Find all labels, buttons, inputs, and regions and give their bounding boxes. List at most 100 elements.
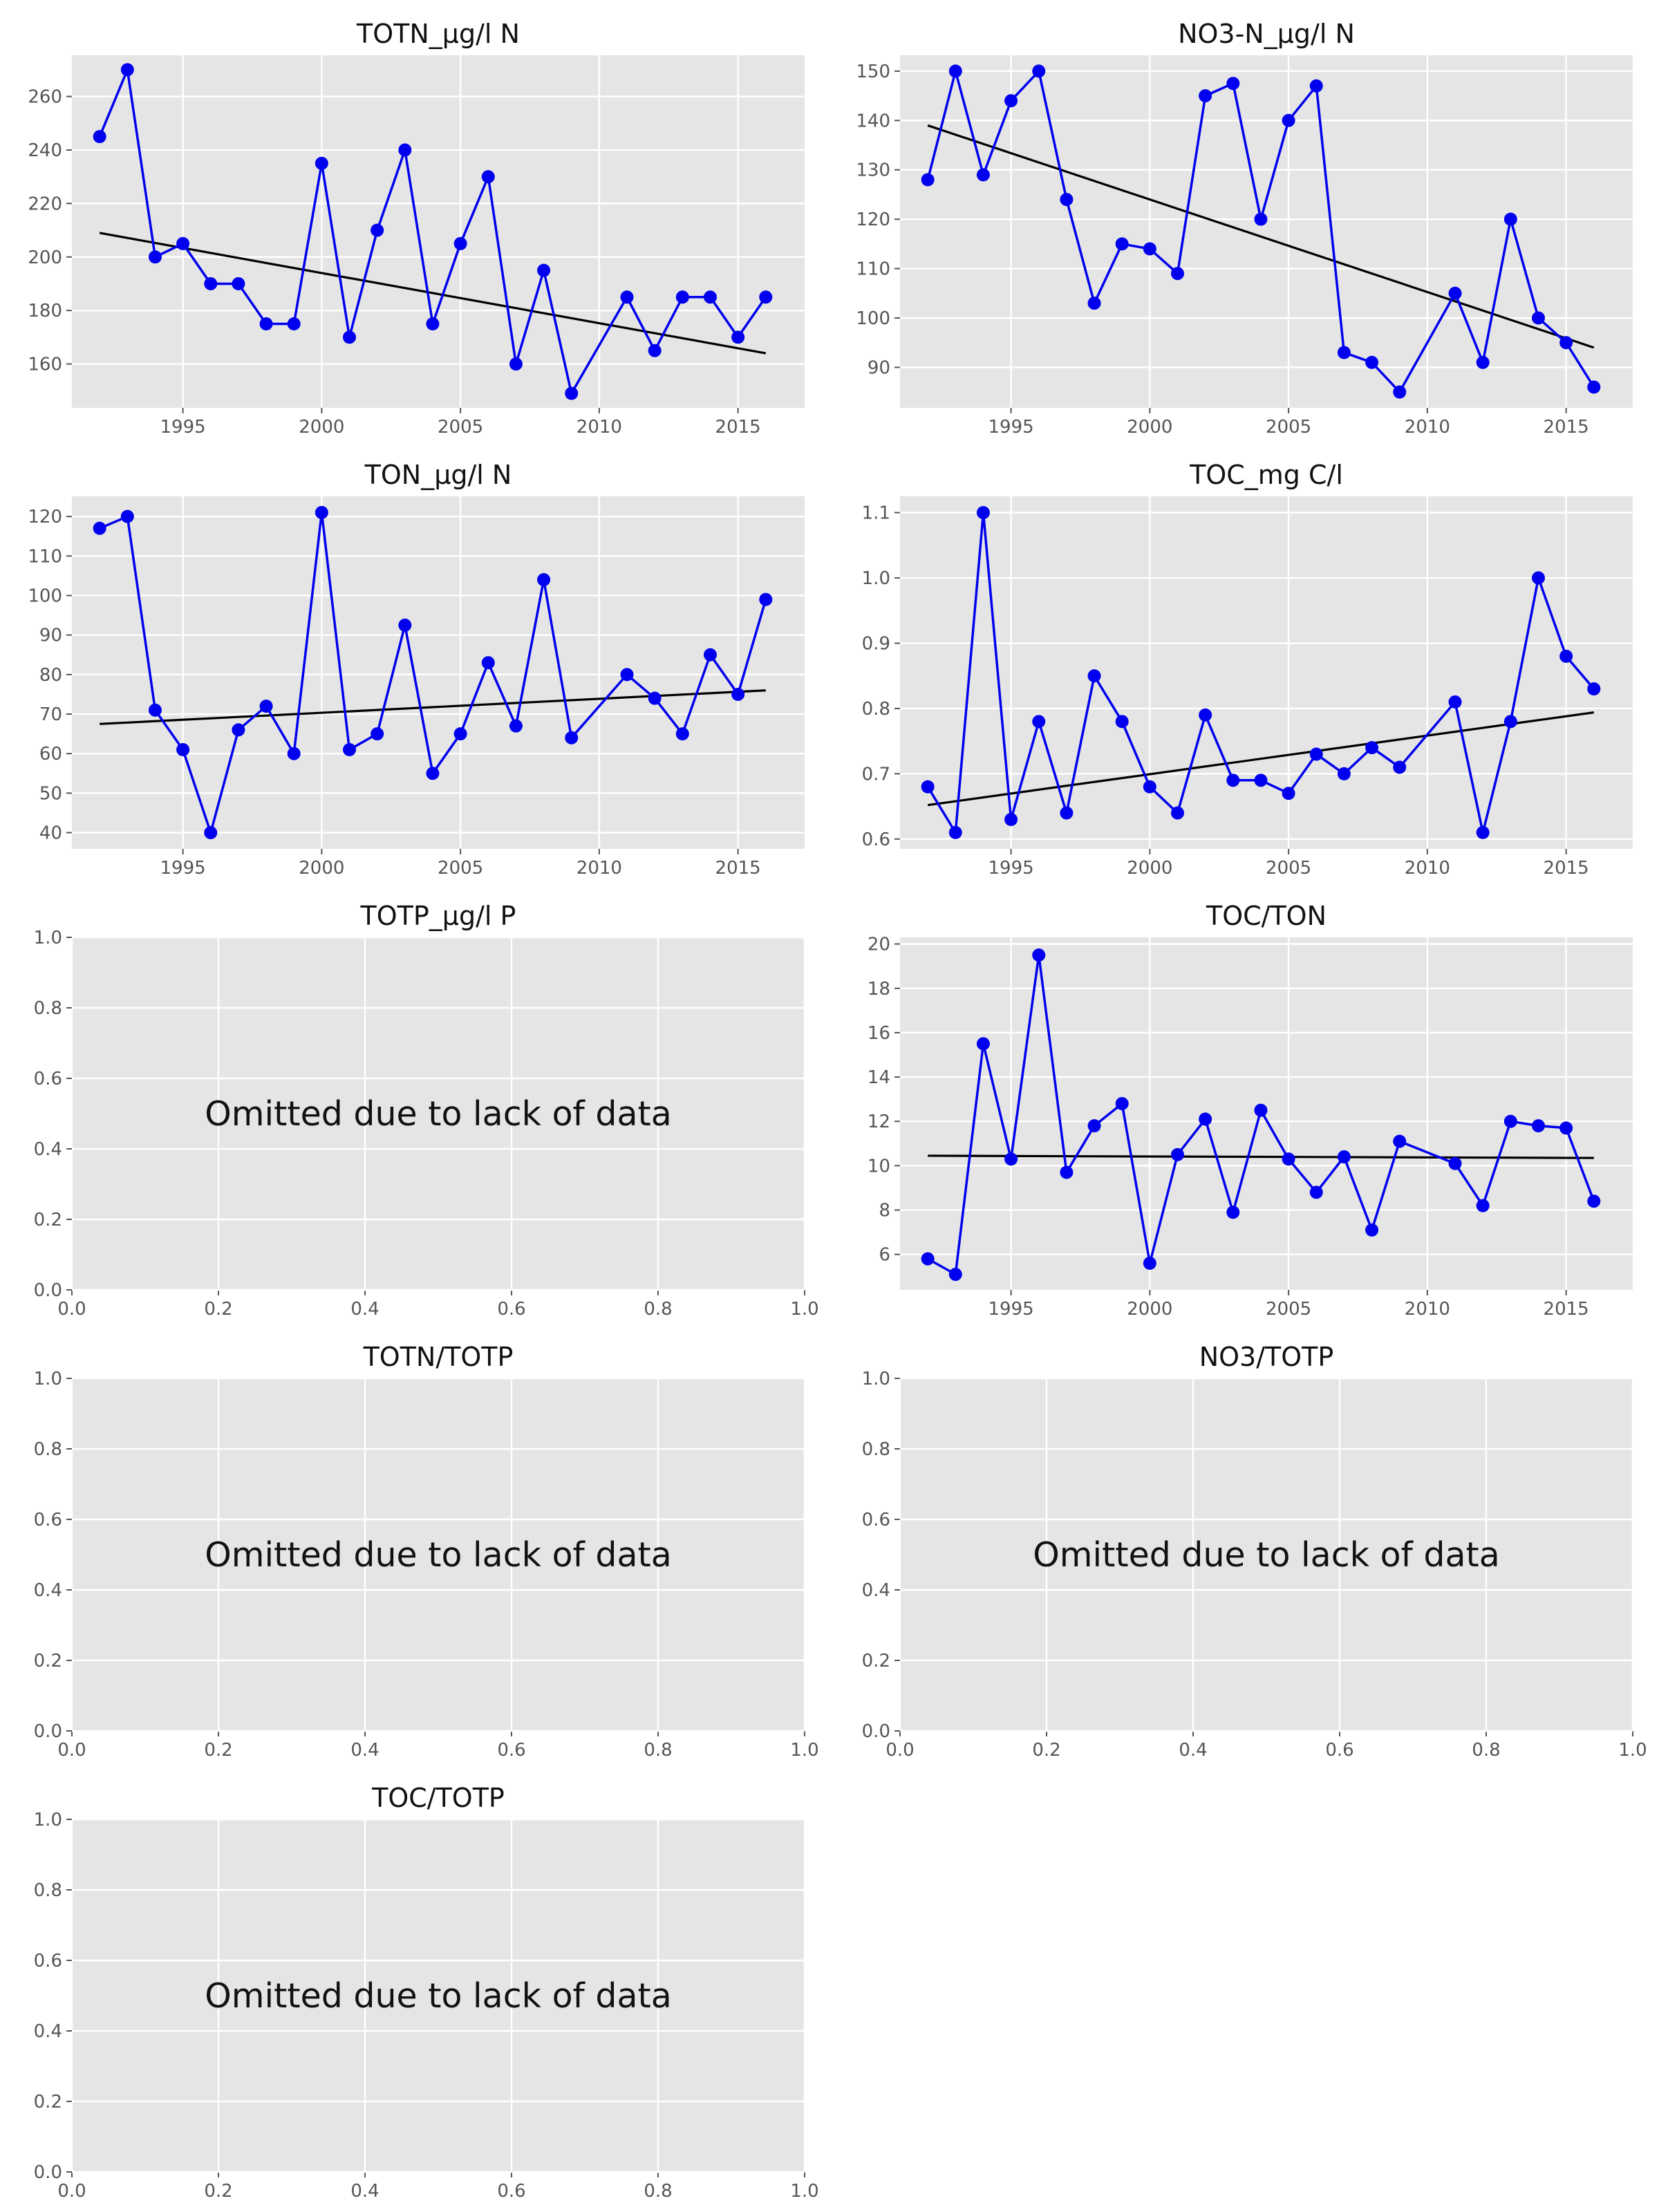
y-tick-label: 220 (28, 194, 62, 214)
y-tick-label: 0.4 (862, 1580, 890, 1601)
x-tick-label: 0.2 (204, 1740, 232, 1761)
x-tick-label: 2010 (1405, 858, 1450, 879)
data-point (976, 168, 990, 182)
data-point (1171, 267, 1185, 281)
subplot-title: TOTP_µg/l P (360, 901, 516, 931)
y-tick-label: 0.8 (862, 1439, 890, 1460)
y-tick-label: 0.6 (34, 1951, 62, 1971)
trend-line (928, 1154, 1594, 1159)
data-point (148, 703, 162, 717)
omitted-message: Omitted due to lack of data (205, 1094, 672, 1134)
x-tick-label: 2005 (1266, 417, 1311, 438)
y-tick-label: 110 (28, 546, 62, 567)
data-point (120, 63, 134, 77)
y-tick-label: 0.2 (34, 1210, 62, 1230)
data-point (509, 357, 523, 371)
x-tick-label: 2005 (438, 417, 483, 438)
data-point (1171, 806, 1185, 820)
data-point (93, 130, 106, 144)
data-point (1448, 1156, 1462, 1170)
y-tick-label: 240 (28, 140, 62, 161)
x-tick-label: 0.6 (497, 2181, 525, 2202)
x-tick-label: 1.0 (790, 2181, 818, 2202)
data-point (1365, 1223, 1379, 1237)
data-point (675, 290, 689, 304)
data-point (481, 170, 495, 184)
data-point (1503, 212, 1517, 226)
y-tick-label: 0.8 (34, 1880, 62, 1901)
data-point (1531, 1119, 1545, 1133)
y-tick-label: 120 (856, 209, 890, 230)
x-tick-label: 0.8 (1472, 1740, 1500, 1761)
data-point (1365, 741, 1379, 755)
data-point (481, 656, 495, 670)
x-tick-label: 2000 (1127, 858, 1172, 879)
y-tick-label: 60 (39, 744, 62, 765)
y-tick-label: 120 (28, 507, 62, 527)
data-point (948, 64, 962, 78)
data-point (976, 506, 990, 520)
x-tick-label: 2005 (1266, 1299, 1311, 1320)
data-point (1531, 311, 1545, 325)
data-point (1393, 1134, 1407, 1148)
data-point (1226, 774, 1240, 787)
y-tick-label: 0.6 (862, 1510, 890, 1530)
y-tick-label: 1.0 (862, 568, 890, 589)
data-point (921, 780, 935, 794)
subplot-title: TOC_mg C/l (1189, 460, 1343, 490)
data-point (1476, 355, 1490, 369)
y-tick-label: 130 (856, 160, 890, 181)
data-point (1448, 286, 1462, 300)
x-tick-label: 0.0 (57, 1299, 86, 1320)
data-point (1032, 64, 1046, 78)
series-line (98, 68, 767, 395)
x-tick-label: 1.0 (790, 1740, 818, 1761)
x-tick-label: 2000 (1127, 417, 1172, 438)
data-point (948, 1268, 962, 1282)
y-tick-label: 100 (856, 308, 890, 329)
series-line (99, 511, 767, 834)
omitted-message: Omitted due to lack of data (1033, 1535, 1500, 1575)
data-point (371, 223, 384, 237)
data-point (1309, 1185, 1323, 1199)
data-point (1143, 242, 1156, 256)
plot-area (72, 496, 805, 849)
x-tick-label: 1995 (160, 417, 206, 438)
data-point (1060, 806, 1074, 820)
data-point (948, 825, 962, 839)
y-tick-label: 0.4 (34, 2021, 62, 2042)
data-point (232, 276, 245, 290)
data-point (1143, 1257, 1156, 1271)
data-point (1309, 747, 1323, 761)
y-tick-label: 1.0 (862, 1369, 890, 1389)
x-tick-label: 2015 (1544, 1299, 1589, 1320)
data-point (176, 236, 190, 250)
y-tick-label: 16 (868, 1023, 890, 1044)
y-tick-label: 0.9 (862, 634, 890, 655)
y-tick-label: 0.0 (862, 1721, 890, 1742)
data-point (731, 330, 745, 344)
data-point (1254, 212, 1268, 226)
data-point (287, 317, 301, 330)
data-point (1115, 1097, 1129, 1111)
data-point (565, 731, 579, 744)
x-tick-label: 2005 (1266, 858, 1311, 879)
subplot-title: TOC/TOTP (371, 1783, 505, 1813)
x-tick-label: 0.4 (350, 1299, 379, 1320)
x-tick-label: 0.0 (57, 2181, 86, 2202)
data-point (1226, 1206, 1240, 1219)
x-tick-label: 1995 (988, 858, 1034, 879)
series-line (926, 511, 1595, 834)
data-point (343, 742, 357, 756)
data-point (1199, 89, 1212, 103)
x-tick-label: 0.6 (1325, 1740, 1353, 1761)
y-tick-label: 70 (39, 704, 62, 725)
data-point (1393, 385, 1407, 399)
x-tick-label: 2000 (299, 858, 344, 879)
data-point (176, 742, 190, 756)
y-tick-label: 150 (856, 62, 890, 82)
data-point (565, 386, 579, 400)
data-point (1309, 79, 1323, 93)
data-point (1476, 825, 1490, 839)
